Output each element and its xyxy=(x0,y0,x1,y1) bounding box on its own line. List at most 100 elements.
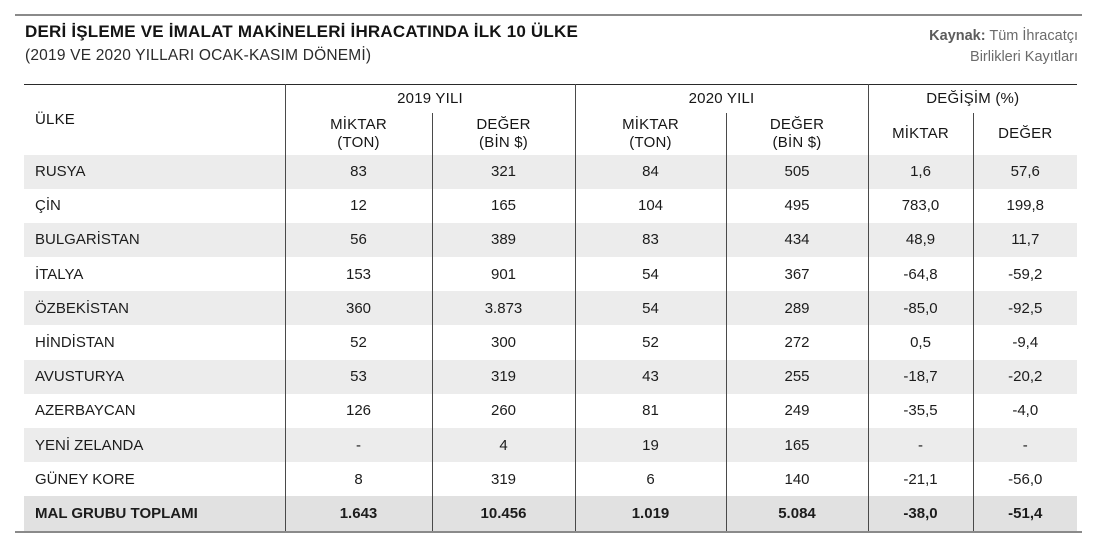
source-label: Kaynak: xyxy=(929,28,986,44)
source-line-1: Kaynak: Tüm İhracatçı xyxy=(929,26,1078,47)
value-cell: 43 xyxy=(575,359,727,394)
table-row: AZERBAYCAN 126 260 81 249 -35,5 -4,0 xyxy=(24,393,1077,428)
value-cell: 11,7 xyxy=(973,222,1078,258)
value-cell: -35,5 xyxy=(868,393,974,428)
value-cell: 165 xyxy=(726,428,869,463)
value-cell: 367 xyxy=(726,257,869,292)
column-header-country: ÜLKE xyxy=(24,84,286,155)
country-cell: AVUSTURYA xyxy=(24,359,286,394)
value-cell: 4 xyxy=(432,428,576,463)
value-cell: -59,2 xyxy=(1008,265,1043,283)
header-sub-row: MİKTAR (TON) DEĞER (BİN $) MİKTAR (TON) … xyxy=(24,112,1077,155)
table-row: RUSYA 83 321 84 505 1,6 57,6 xyxy=(24,154,1078,189)
column-header-change-amount: MİKTAR xyxy=(868,112,974,155)
country-cell: ÖZBEKİSTAN xyxy=(24,291,286,326)
country-cell: HİNDİSTAN xyxy=(24,325,286,360)
value-cell: 165 xyxy=(432,188,576,223)
value-cell: 3.873 xyxy=(432,291,576,326)
value-cell: -51,4 xyxy=(973,496,1078,531)
value-cell: -56,0 xyxy=(1008,470,1043,488)
country-cell: MAL GRUBU TOPLAMI xyxy=(24,496,286,531)
table-header: ÜLKE 2019 YILI 2020 YILI DEĞİŞİM (%) MİK… xyxy=(24,84,1077,155)
country-cell: İTALYA xyxy=(24,257,286,292)
value-cell: 1.643 xyxy=(285,496,433,531)
title-block: DERİ İŞLEME VE İMALAT MAKİNELERİ İHRACAT… xyxy=(25,22,578,65)
value-cell: 321 xyxy=(432,154,576,189)
value-cell: 289 xyxy=(726,291,869,326)
column-header-2020-value: DEĞER (BİN $) xyxy=(726,112,869,155)
source-text-line1: Tüm İhracatçı xyxy=(989,28,1078,44)
table-row: BULGARİSTAN 56 389 83 434 48,9 11,7 xyxy=(24,222,1078,258)
value-cell: -20,2 xyxy=(973,359,1078,394)
column-group-2020: 2020 YILI xyxy=(575,84,869,113)
value-cell: 300 xyxy=(432,325,576,360)
value-cell: 48,9 xyxy=(868,222,974,258)
value-cell: 56 xyxy=(285,222,433,258)
source-note: Kaynak: Tüm İhracatçı Birlikleri Kayıtla… xyxy=(929,22,1078,68)
value-cell: 389 xyxy=(432,222,576,258)
value-cell: 104 xyxy=(575,188,727,223)
column-header-2019-amount: MİKTAR (TON) xyxy=(285,112,433,155)
value-cell: 901 xyxy=(432,257,576,292)
value-cell: -18,7 xyxy=(868,359,974,394)
value-cell: - xyxy=(285,428,433,463)
value-cell: 1,6 xyxy=(868,154,974,189)
column-header-change-value: DEĞER xyxy=(998,124,1053,142)
value-cell: 8 xyxy=(285,462,433,497)
value-cell: -64,8 xyxy=(868,257,974,292)
country-cell: YENİ ZELANDA xyxy=(24,428,286,463)
value-cell: 10.456 xyxy=(432,496,576,531)
value-cell: 52 xyxy=(285,325,433,360)
table-row: İTALYA 153 901 54 367 -64,8 -59,2 xyxy=(24,257,1077,292)
value-cell: -21,1 xyxy=(868,462,974,497)
value-cell: 255 xyxy=(726,359,869,394)
value-cell: 153 xyxy=(285,257,433,292)
value-cell: 495 xyxy=(726,188,869,223)
column-header-2020-amount: MİKTAR (TON) xyxy=(575,112,727,155)
country-cell: GÜNEY KORE xyxy=(24,462,286,497)
source-text-line2: Birlikleri Kayıtları xyxy=(970,49,1078,66)
value-cell: 0,5 xyxy=(868,325,974,360)
value-cell: 783,0 xyxy=(868,188,974,223)
top-divider xyxy=(15,14,1082,16)
country-cell: ÇİN xyxy=(24,188,286,223)
value-cell: -85,0 xyxy=(868,291,974,326)
value-cell: 6 xyxy=(575,462,727,497)
table-row: ÖZBEKİSTAN 360 3.873 54 289 -85,0 -92,5 xyxy=(24,291,1078,326)
column-header-2019-value: DEĞER (BİN $) xyxy=(432,112,576,155)
value-cell: 434 xyxy=(726,222,869,258)
value-cell: -92,5 xyxy=(973,291,1078,326)
value-cell: 249 xyxy=(726,393,869,428)
country-cell: AZERBAYCAN xyxy=(24,393,286,428)
value-cell: 83 xyxy=(575,222,727,258)
page-subtitle: (2019 VE 2020 YILLARI OCAK-KASIM DÖNEMİ) xyxy=(25,47,372,64)
column-group-change: DEĞİŞİM (%) xyxy=(926,90,1020,108)
value-cell: 126 xyxy=(285,393,433,428)
value-cell: 272 xyxy=(726,325,869,360)
country-cell: RUSYA xyxy=(24,154,286,189)
page-title: DERİ İŞLEME VE İMALAT MAKİNELERİ İHRACAT… xyxy=(25,22,579,41)
value-cell: 319 xyxy=(432,462,576,497)
header-area: DERİ İŞLEME VE İMALAT MAKİNELERİ İHRACAT… xyxy=(25,22,1078,68)
value-cell: 54 xyxy=(575,257,727,292)
table-row: YENİ ZELANDA -4 19 165- - xyxy=(24,428,1078,463)
value-cell: 54 xyxy=(575,291,727,326)
value-cell: -9,4 xyxy=(1012,334,1039,352)
table-body: RUSYA 83 321 84 505 1,6 57,6 ÇİN 12 165 104 495 783,… xyxy=(24,154,1078,531)
value-cell: - xyxy=(868,428,974,463)
value-cell: 12 xyxy=(285,188,433,223)
table-row: GÜNEY KORE 8 319 6 140 -21,1 -56,0 xyxy=(24,462,1077,497)
value-cell: 260 xyxy=(432,393,576,428)
value-cell: 53 xyxy=(285,359,433,394)
country-cell: BULGARİSTAN xyxy=(24,222,286,258)
value-cell: 19 xyxy=(575,428,727,463)
value-cell: 319 xyxy=(432,359,576,394)
value-cell: 52 xyxy=(575,325,727,360)
table-row: AVUSTURYA 53 319 43 255 -18,7 -20,2 xyxy=(24,359,1078,394)
bottom-divider xyxy=(15,531,1082,533)
value-cell: -4,0 xyxy=(1012,402,1039,420)
value-cell: 5.084 xyxy=(726,496,869,531)
export-table: ÜLKE 2019 YILI 2020 YILI DEĞİŞİM (%) MİK… xyxy=(24,84,1078,531)
table-row: ÇİN 12 165 104 495 783,0 199,8 xyxy=(24,188,1077,223)
